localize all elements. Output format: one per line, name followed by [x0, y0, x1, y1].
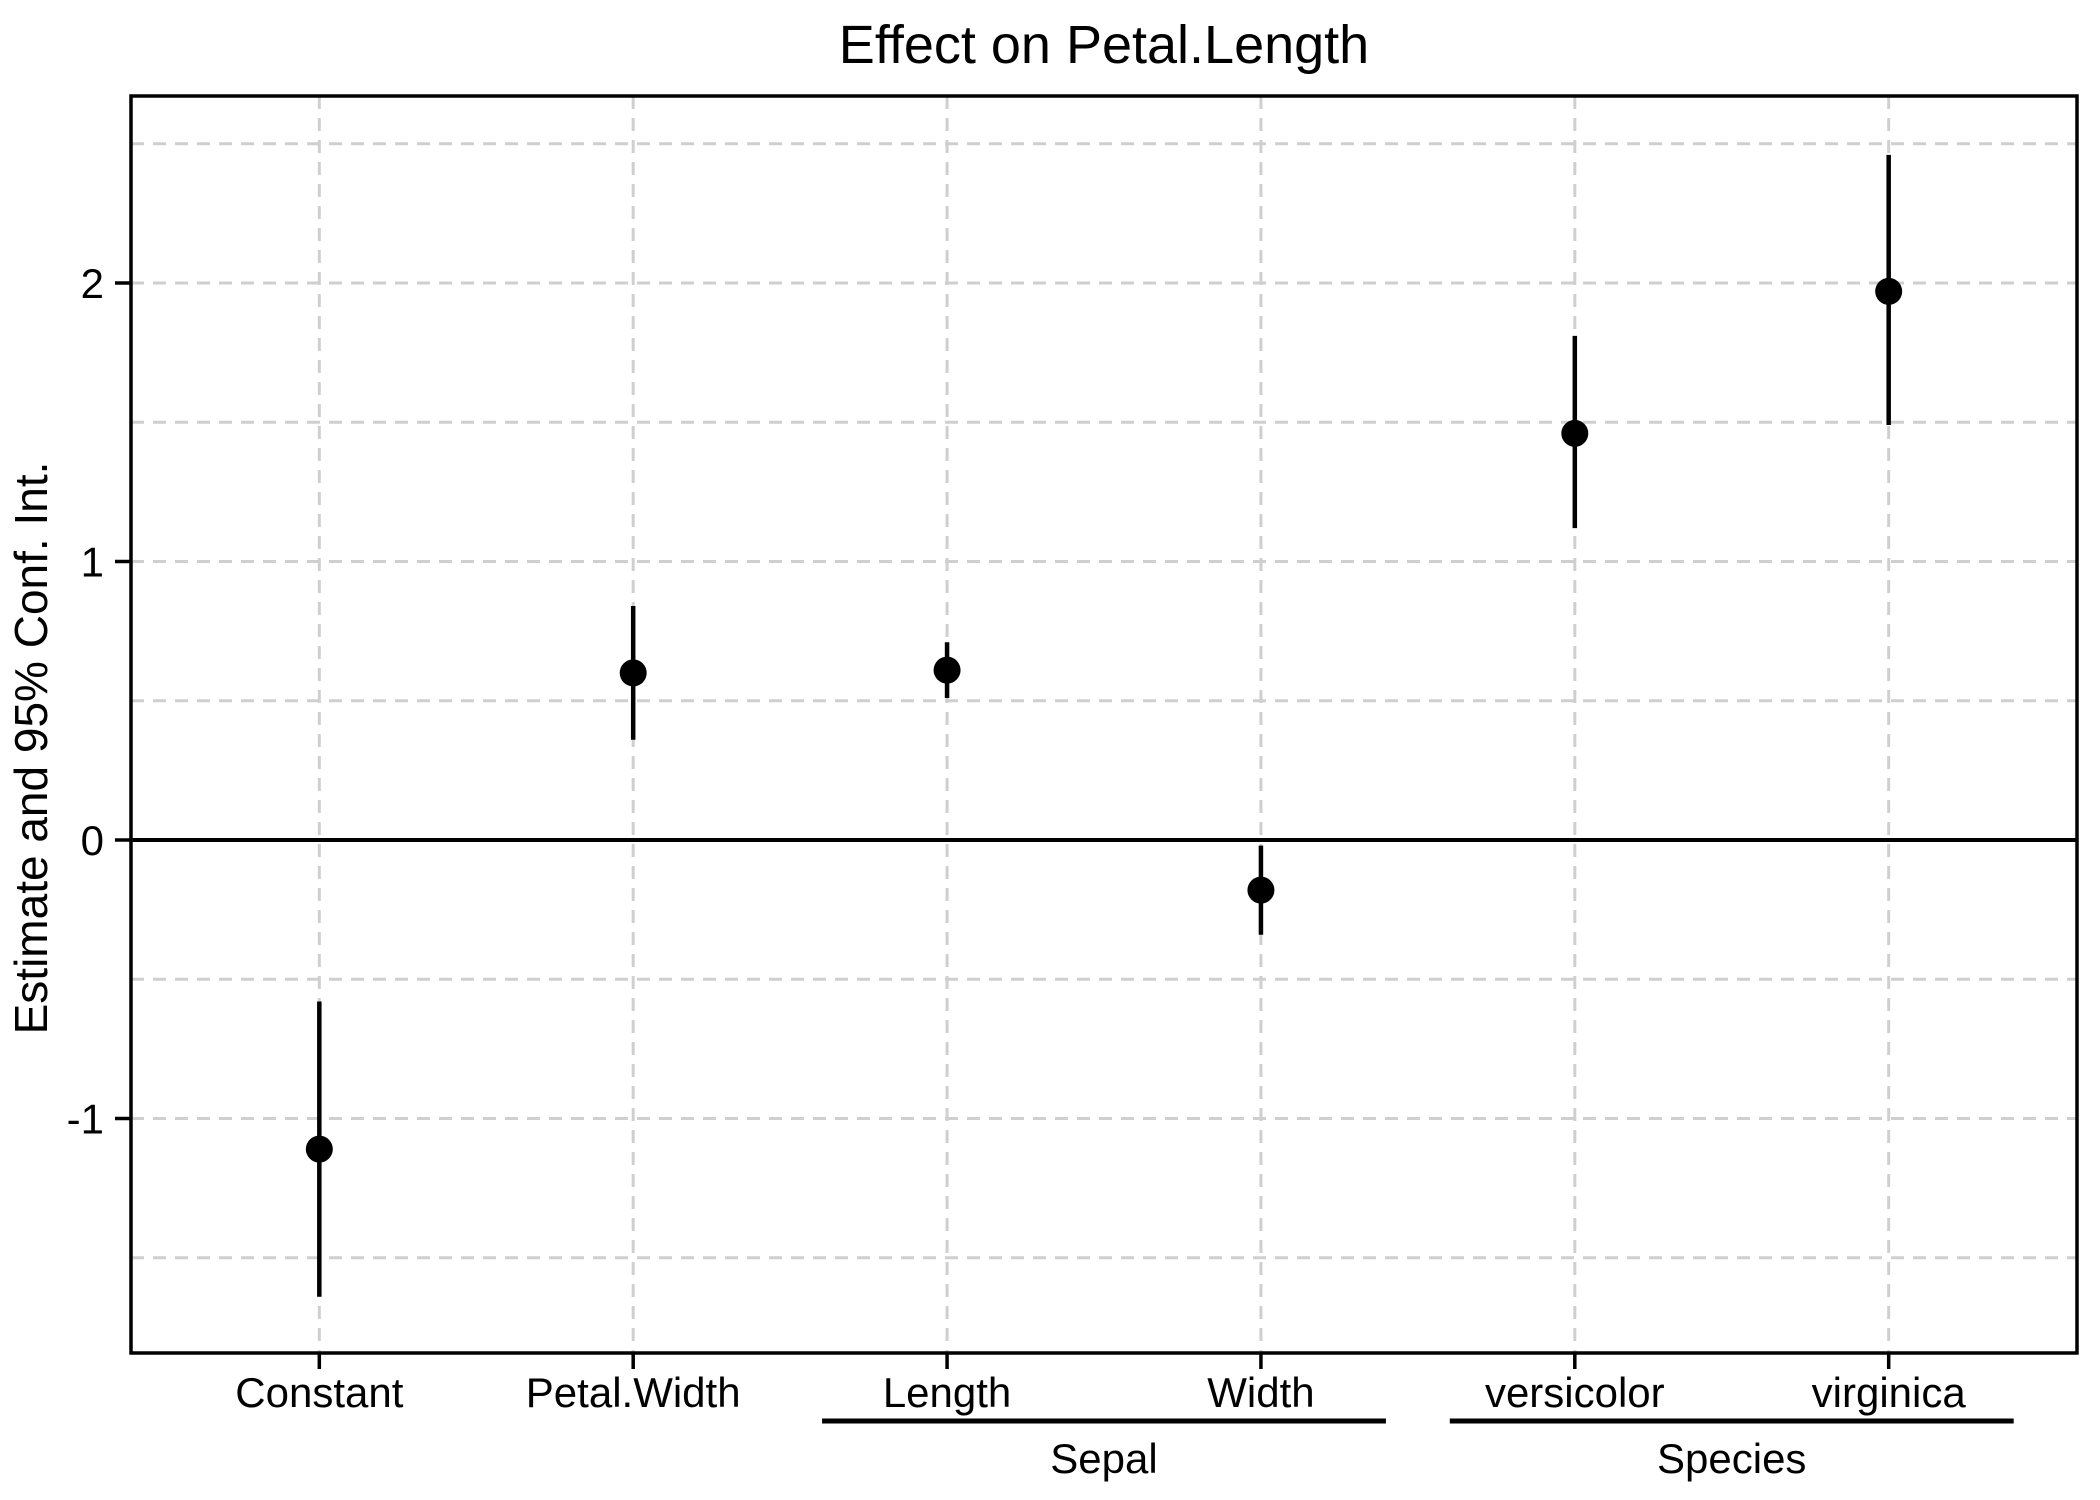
y-axis-layer: -1 0 1 2	[67, 260, 131, 1143]
y-tick-label: -1	[67, 1096, 104, 1143]
panel-border	[129, 94, 2079, 1355]
y-axis-title: Estimate and 95% Conf. Int.	[5, 462, 57, 1035]
point-marker	[1561, 419, 1589, 447]
x-tick-label: Petal.Width	[526, 1369, 741, 1416]
x-tick-label: Width	[1207, 1369, 1314, 1416]
x-tick-label: Length	[883, 1369, 1011, 1416]
x-tick-label: virginica	[1812, 1369, 1967, 1416]
point-marker	[1875, 277, 1903, 305]
x-tick-label: Constant	[235, 1369, 403, 1416]
chart-title: Effect on Petal.Length	[839, 15, 1369, 75]
group-label: Species	[1657, 1435, 1806, 1482]
y-tick-label: 1	[81, 539, 104, 586]
point-marker	[305, 1135, 333, 1163]
series-layer	[305, 154, 1903, 1297]
y-tick-label: 0	[81, 817, 104, 864]
point-marker	[933, 656, 961, 684]
point-marker	[619, 659, 647, 687]
group-label: Sepal	[1050, 1435, 1157, 1482]
v-gridlines-layer	[317, 96, 1891, 1353]
point-marker	[1247, 876, 1275, 904]
x-axis-layer: Constant Petal.Width Length Width versicolor…	[235, 1353, 1966, 1416]
x-tick-label: versicolor	[1485, 1369, 1665, 1416]
h-gridlines-layer	[131, 142, 2077, 1260]
group-brackets-layer: Sepal Species	[822, 1418, 2014, 1482]
y-tick-label: 2	[81, 260, 104, 307]
